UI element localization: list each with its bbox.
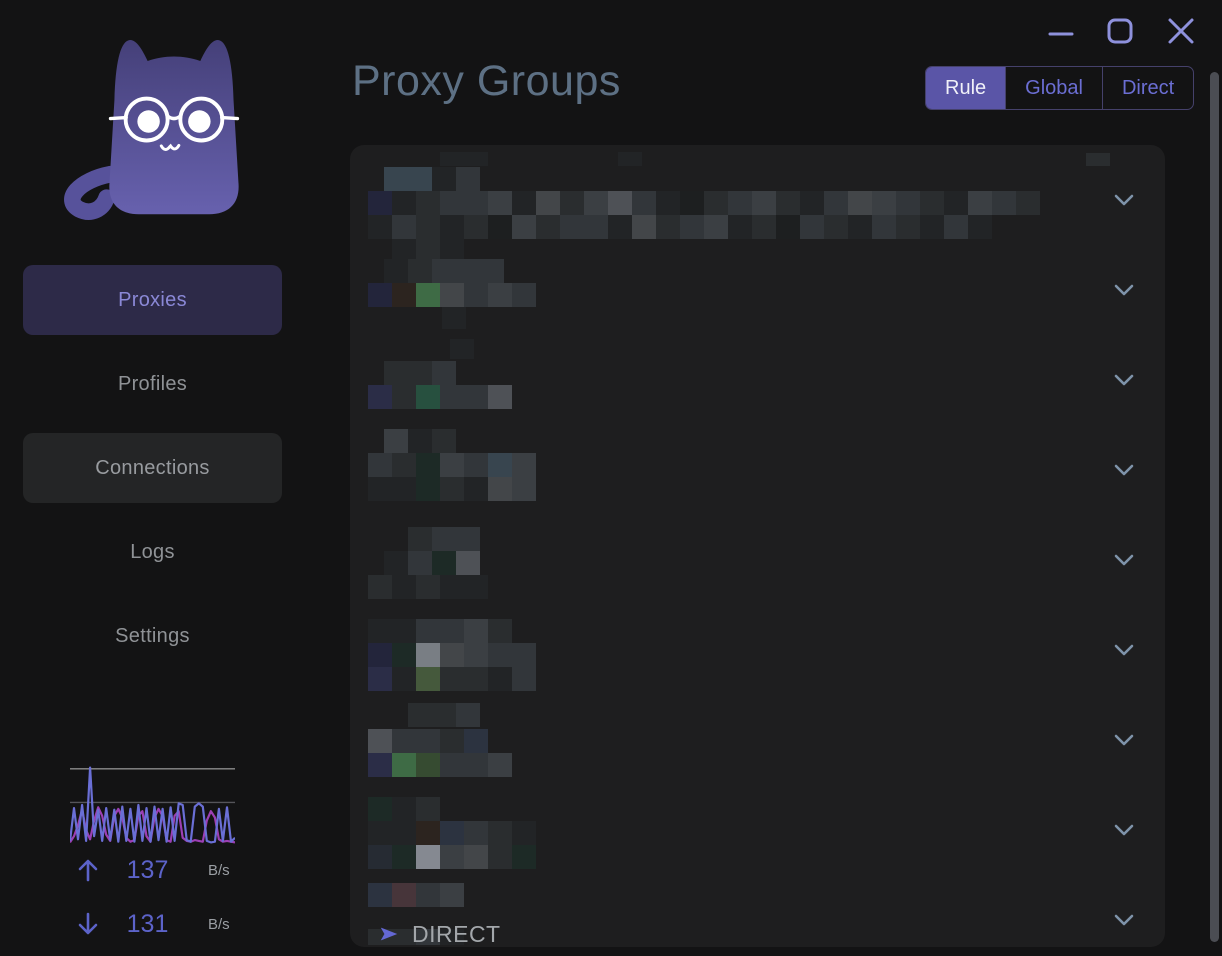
proxy-group-row[interactable] <box>350 415 1165 505</box>
proxy-group-row[interactable] <box>350 595 1165 691</box>
main-area: Proxy Groups Rule Global Direct DIRECT <box>350 0 1222 956</box>
close-icon <box>1168 18 1194 44</box>
download-unit: B/s <box>208 916 230 933</box>
sidebar-item-profiles[interactable]: Profiles <box>117 372 188 395</box>
proxy-group-row[interactable] <box>350 325 1165 415</box>
upload-value: 137 <box>126 856 169 884</box>
upload-stat: 137 B/s <box>70 856 240 886</box>
sidebar-item-connections[interactable]: Connections <box>23 433 282 503</box>
upload-arrow-icon <box>78 859 98 882</box>
proxy-group-row[interactable] <box>350 235 1165 329</box>
mode-option-rule[interactable]: Rule <box>926 67 1006 109</box>
cat-icon <box>64 39 240 220</box>
chevron-down-icon[interactable] <box>1113 371 1135 389</box>
maximize-button[interactable] <box>1103 14 1137 48</box>
sidebar: Proxies Profiles Connections Logs Settings 1… <box>0 0 350 956</box>
chevron-down-icon[interactable] <box>1113 461 1135 479</box>
clash-cat-logo <box>50 18 255 223</box>
proxy-groups-panel: DIRECT <box>350 145 1165 947</box>
chevron-down-icon[interactable] <box>1113 281 1135 299</box>
download-arrow-icon <box>78 912 98 935</box>
chevron-down-icon[interactable] <box>1113 731 1135 749</box>
traffic-sparkline <box>70 766 235 844</box>
sidebar-item-logs[interactable]: Logs <box>130 540 175 563</box>
minimize-icon <box>1048 32 1074 36</box>
proxy-group-row[interactable] <box>350 145 1165 261</box>
proxy-group-row[interactable] <box>350 685 1165 777</box>
download-stat: 131 B/s <box>70 910 240 940</box>
maximize-icon <box>1107 18 1133 44</box>
mode-switch: Rule Global Direct <box>925 66 1195 110</box>
sidebar-item-settings[interactable]: Settings <box>115 624 190 647</box>
chevron-down-icon[interactable] <box>1113 191 1135 209</box>
chevron-down-icon[interactable] <box>1113 551 1135 569</box>
page-title: Proxy Groups <box>352 57 621 105</box>
sidebar-item-proxies[interactable]: Proxies <box>23 265 282 335</box>
cat-glasses-left <box>123 96 170 143</box>
vertical-scrollbar-thumb[interactable] <box>1210 72 1219 942</box>
upload-unit: B/s <box>208 862 230 879</box>
close-button[interactable] <box>1164 14 1198 48</box>
download-value: 131 <box>126 910 169 938</box>
mode-option-global[interactable]: Global <box>1005 67 1102 109</box>
minimize-button[interactable] <box>1044 14 1078 48</box>
cat-tail <box>64 165 119 220</box>
cat-glasses-right <box>178 96 225 143</box>
send-arrow-icon <box>380 927 398 941</box>
chevron-down-icon[interactable] <box>1113 641 1135 659</box>
chevron-down-icon[interactable] <box>1113 821 1135 839</box>
proxy-group-row[interactable] <box>350 775 1165 869</box>
mode-option-direct[interactable]: Direct <box>1101 67 1193 109</box>
proxy-group-row[interactable] <box>350 505 1165 599</box>
cat-mouth <box>159 143 181 151</box>
direct-proxy-label: DIRECT <box>412 920 501 947</box>
direct-proxy-item[interactable]: DIRECT <box>378 919 501 947</box>
chevron-down-icon[interactable] <box>1113 911 1135 929</box>
proxy-group-row[interactable] <box>350 865 1165 947</box>
cat-body <box>109 39 239 215</box>
